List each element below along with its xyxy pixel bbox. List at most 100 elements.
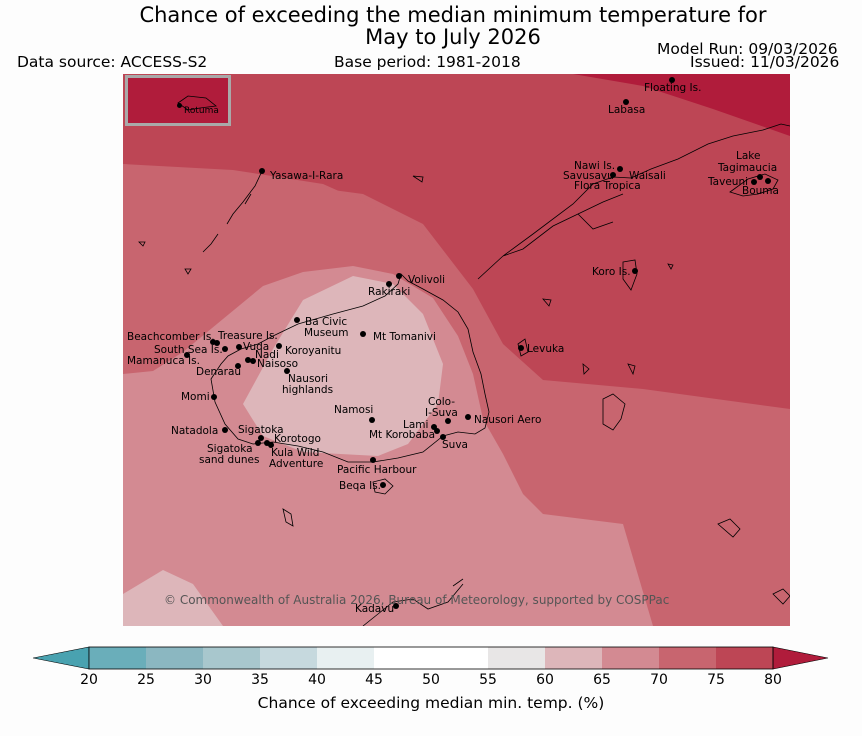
- namosi-label: Namosi: [334, 404, 374, 416]
- sigatoka-dunes-label-1: Sigatoka: [207, 443, 253, 455]
- rotuma-inset: Rotuma: [125, 75, 231, 126]
- savusavu-marker: [610, 172, 616, 178]
- colorbar-tick-label: 40: [308, 672, 326, 688]
- korotogo-label: Korotogo: [274, 433, 321, 445]
- colorbar-segment: [431, 647, 488, 669]
- colorbar-tick-label: 35: [251, 672, 269, 688]
- lake-label: Lake: [736, 150, 761, 162]
- south-sea-label: South Sea Is.: [154, 344, 223, 356]
- beqa-marker: [380, 482, 386, 488]
- small-islets: [138, 175, 674, 376]
- colorbar-tick-label: 50: [422, 672, 440, 688]
- naisoso-label: Naisoso: [257, 358, 298, 370]
- yasawa-coast: [202, 168, 264, 253]
- map-area[interactable]: [123, 74, 790, 626]
- colo-label: Colo-: [428, 396, 456, 408]
- tagimaucia-label: Tagimaucia: [718, 162, 778, 174]
- colorbar-segment: [260, 647, 317, 669]
- colorbar-label: Chance of exceeding median min. temp. (%…: [257, 694, 605, 712]
- natadola-marker: [222, 427, 228, 433]
- rotuma-label: Rotuma: [184, 106, 219, 116]
- map-title-line-2: May to July 2026: [365, 25, 541, 49]
- rakiraki-marker: [386, 281, 392, 287]
- colorbar-tick-label: 20: [80, 672, 98, 688]
- i-suva-label: I-Suva: [425, 407, 458, 419]
- kadavu-marker: [393, 603, 399, 609]
- nausori-aero-marker: [465, 414, 471, 420]
- eastern-islet-coast: [717, 518, 741, 538]
- treasure-marker: [214, 340, 220, 346]
- data-source: Data source: ACCESS-S2: [17, 53, 208, 71]
- yasawa-label: Yasawa-I-Rara: [270, 170, 344, 182]
- colorbar-frame: [88, 646, 774, 670]
- colorbar-segment: [545, 647, 602, 669]
- highlands-label: highlands: [282, 384, 334, 396]
- pacific-harbour-marker: [370, 457, 376, 463]
- colorbar-segment: [659, 647, 716, 669]
- contour-65-70-west: [123, 164, 453, 264]
- yasawa-marker: [259, 168, 265, 174]
- mt-korobaba-marker: [434, 428, 440, 434]
- nadi-marker: [245, 357, 251, 363]
- colorbar-tick-label: 30: [194, 672, 212, 688]
- taveuni-coast: [729, 173, 779, 197]
- colorbar-segment: [488, 647, 545, 669]
- rotuma-coast: [177, 95, 217, 111]
- colorbar-segment: [89, 647, 146, 669]
- namosi-marker: [369, 417, 375, 423]
- colorbar-tick-label: 45: [365, 672, 383, 688]
- sigatoka-marker: [258, 435, 264, 441]
- vuda-label: Vuda: [243, 341, 270, 353]
- ba-civic-label: Ba Civic: [305, 316, 348, 328]
- koro-label: Koro Is.: [592, 266, 631, 278]
- ovalau-coast: [517, 338, 529, 357]
- pacific-harbour-label: Pacific Harbour: [337, 464, 417, 476]
- south-sea-marker: [222, 346, 228, 352]
- beqa-coast: [372, 478, 394, 495]
- mt-tomanivi-marker: [360, 331, 366, 337]
- vanua-levu-coast: [477, 123, 790, 280]
- bouma-marker: [765, 178, 771, 184]
- colorbar-extend-low: [33, 646, 90, 670]
- nawi-marker: [617, 166, 623, 172]
- lami-marker: [431, 424, 437, 430]
- colorbar-segment: [716, 647, 773, 669]
- sigatoka-label: Sigatoka: [238, 424, 284, 436]
- labasa-marker: [623, 99, 629, 105]
- suva-marker: [440, 434, 446, 440]
- korotogo-marker: [264, 440, 270, 446]
- colorbar-segment: [146, 647, 203, 669]
- colorbar-tick-label: 25: [137, 672, 155, 688]
- southeast-islet-coast: [772, 588, 790, 605]
- taveuni-label: Taveuni: [708, 176, 749, 188]
- koro-coast: [622, 259, 638, 291]
- kula-marker: [268, 442, 274, 448]
- levuka-marker: [518, 345, 524, 351]
- base-period: Base period: 1981-2018: [334, 53, 521, 71]
- natadola-label: Natadola: [171, 425, 219, 437]
- nawi-label: Nawi Is.: [574, 160, 616, 172]
- bouma-label: Bouma: [742, 185, 779, 197]
- naisoso-marker: [250, 358, 256, 364]
- kula-label-2: Adventure: [269, 458, 324, 470]
- floating-is-marker: [669, 77, 675, 83]
- colorbar-segment: [602, 647, 659, 669]
- colorbar-segment: [203, 647, 260, 669]
- nadi-label: Nadi: [255, 349, 279, 361]
- kula-label-1: Kula Wild: [271, 447, 320, 459]
- volivoli-marker: [396, 273, 402, 279]
- floating-is-label: Floating Is.: [644, 82, 702, 94]
- vuda-marker: [236, 344, 242, 350]
- gau-coast: [602, 393, 626, 431]
- mt-tomanivi-label: Mt Tomanivi: [373, 331, 436, 343]
- sigatoka-dunes-marker: [255, 440, 261, 446]
- beachcomber-label: Beachcomber Is.: [127, 331, 215, 343]
- kadavu-label: Kadavu: [355, 603, 395, 615]
- treasure-label: Treasure Is.: [218, 330, 278, 342]
- nausori-aero-label: Nausori Aero: [474, 414, 542, 426]
- suva-label: Suva: [442, 439, 468, 451]
- lami-label: Lami: [403, 419, 429, 431]
- colorbar-extend-high: [772, 646, 829, 670]
- lake-tagimaucia-marker: [757, 174, 763, 180]
- taveuni-marker: [751, 179, 757, 185]
